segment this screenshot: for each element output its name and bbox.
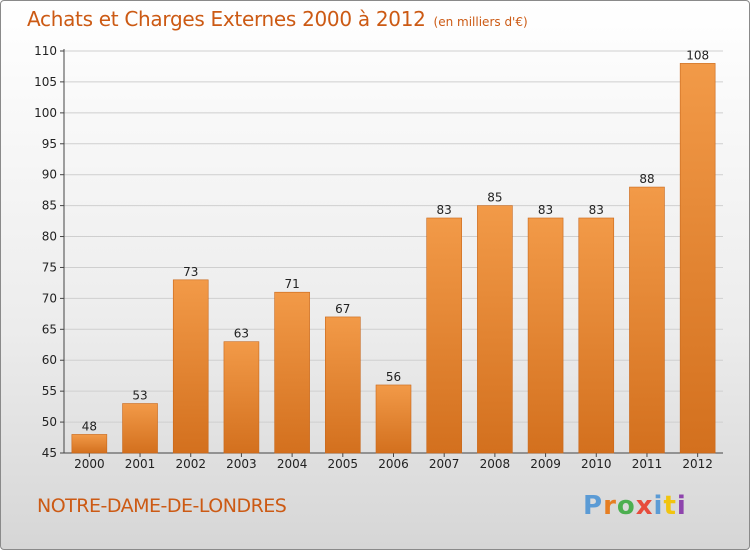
chart-title: Achats et Charges Externes 2000 à 2012: [27, 7, 426, 31]
value-label: 56: [386, 370, 401, 384]
value-label: 63: [234, 327, 249, 341]
value-label: 88: [639, 172, 654, 186]
value-label: 83: [538, 203, 553, 217]
x-tick-label: 2010: [581, 457, 612, 471]
value-label: 83: [437, 203, 452, 217]
bar: [375, 384, 412, 454]
bar: [477, 205, 513, 454]
y-tick-label: 85: [42, 199, 57, 213]
commune-name: NOTRE-DAME-DE-LONDRES: [37, 495, 287, 517]
x-tick-label: 2004: [277, 457, 308, 471]
value-label: 53: [132, 389, 147, 403]
value-label: 85: [487, 191, 502, 205]
value-label: 73: [183, 265, 198, 279]
bar: [679, 63, 716, 454]
bar: [223, 341, 260, 454]
x-tick-label: 2005: [328, 457, 359, 471]
brand-letter: r: [603, 491, 617, 521]
brand-letter: o: [616, 491, 636, 521]
y-tick-label: 45: [42, 446, 57, 460]
brand-letter: t: [663, 491, 677, 521]
bar: [122, 403, 158, 454]
bar: [325, 316, 361, 454]
chart-header: Achats et Charges Externes 2000 à 2012 (e…: [27, 7, 528, 31]
y-tick-label: 110: [34, 44, 57, 58]
label-layer: 48 53 73 63 71 67 56 83 85 83 83 88 108: [82, 48, 709, 433]
brand-letter: i: [653, 491, 664, 521]
y-tick-label: 50: [42, 415, 57, 429]
x-tick-label: 2001: [125, 457, 156, 471]
x-tick-label: 2003: [226, 457, 257, 471]
chart-unit: (en milliers d'€): [433, 15, 528, 29]
bar-layer: [71, 63, 716, 454]
value-label: 83: [589, 203, 604, 217]
y-tick-label: 70: [42, 291, 57, 305]
x-tick-label: 2007: [429, 457, 460, 471]
x-tick-label: 2000: [74, 457, 105, 471]
value-label: 108: [686, 48, 709, 62]
bar: [527, 217, 564, 454]
bar: [172, 279, 209, 454]
bar: [274, 291, 310, 454]
brand-logo: Proxiti: [583, 491, 687, 521]
x-tick-label: 2011: [632, 457, 663, 471]
x-tick-label: 2012: [682, 457, 713, 471]
bar: [426, 217, 462, 454]
y-tick-label: 60: [42, 353, 57, 367]
value-label: 48: [82, 419, 97, 433]
x-tick-label: 2008: [480, 457, 511, 471]
axis-layer: 45 50 55 60 65 70 75 80 85 90 95 100 105 110 2000 2001 2…: [34, 44, 723, 471]
x-tick-label: 2009: [530, 457, 561, 471]
y-tick-label: 105: [34, 75, 57, 89]
x-tick-label: 2002: [175, 457, 206, 471]
brand-letter: i: [676, 491, 687, 521]
y-tick-label: 90: [42, 168, 57, 182]
value-label: 71: [284, 277, 299, 291]
bar: [71, 434, 108, 454]
x-tick-label: 2006: [378, 457, 409, 471]
y-tick-label: 55: [42, 384, 57, 398]
y-tick-label: 65: [42, 322, 57, 336]
brand-letter: x: [635, 491, 654, 521]
brand-letter: P: [583, 491, 604, 521]
y-tick-label: 100: [34, 106, 57, 120]
y-tick-label: 80: [42, 230, 57, 244]
bar: [629, 186, 665, 454]
y-tick-label: 95: [42, 137, 57, 151]
value-label: 67: [335, 302, 350, 316]
y-tick-label: 75: [42, 260, 57, 274]
bar: [578, 217, 615, 454]
